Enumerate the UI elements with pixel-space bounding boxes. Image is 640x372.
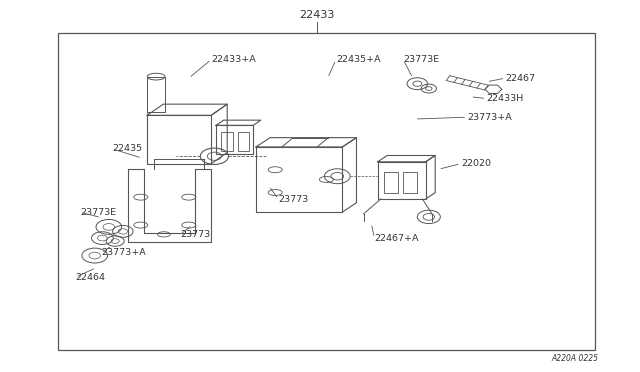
Bar bbox=[221, 132, 233, 151]
Bar bbox=[403, 172, 417, 193]
Text: 23773: 23773 bbox=[180, 230, 211, 239]
Text: 22020: 22020 bbox=[461, 159, 491, 168]
Bar bbox=[147, 77, 165, 112]
Text: 22467: 22467 bbox=[506, 74, 536, 83]
Bar bbox=[384, 172, 398, 193]
Text: 23773+A: 23773+A bbox=[467, 113, 512, 122]
Bar bbox=[147, 115, 211, 164]
Bar bbox=[378, 162, 426, 199]
Bar bbox=[216, 125, 253, 154]
Text: 22433H: 22433H bbox=[486, 94, 524, 103]
Text: 23773E: 23773E bbox=[403, 55, 439, 64]
Bar bbox=[58, 33, 595, 350]
Text: 22467+A: 22467+A bbox=[374, 234, 419, 243]
Text: 22433+A: 22433+A bbox=[211, 55, 256, 64]
Text: 22435+A: 22435+A bbox=[336, 55, 381, 64]
Text: 22433: 22433 bbox=[299, 10, 335, 20]
Bar bbox=[238, 132, 250, 151]
Text: 23773E: 23773E bbox=[80, 208, 116, 217]
Text: 22435: 22435 bbox=[112, 144, 142, 153]
Bar bbox=[256, 147, 342, 212]
Text: 23773+A: 23773+A bbox=[101, 248, 146, 257]
Text: A220A 0225: A220A 0225 bbox=[552, 354, 598, 363]
Text: 22464: 22464 bbox=[76, 273, 106, 282]
Text: 23773: 23773 bbox=[278, 195, 308, 203]
